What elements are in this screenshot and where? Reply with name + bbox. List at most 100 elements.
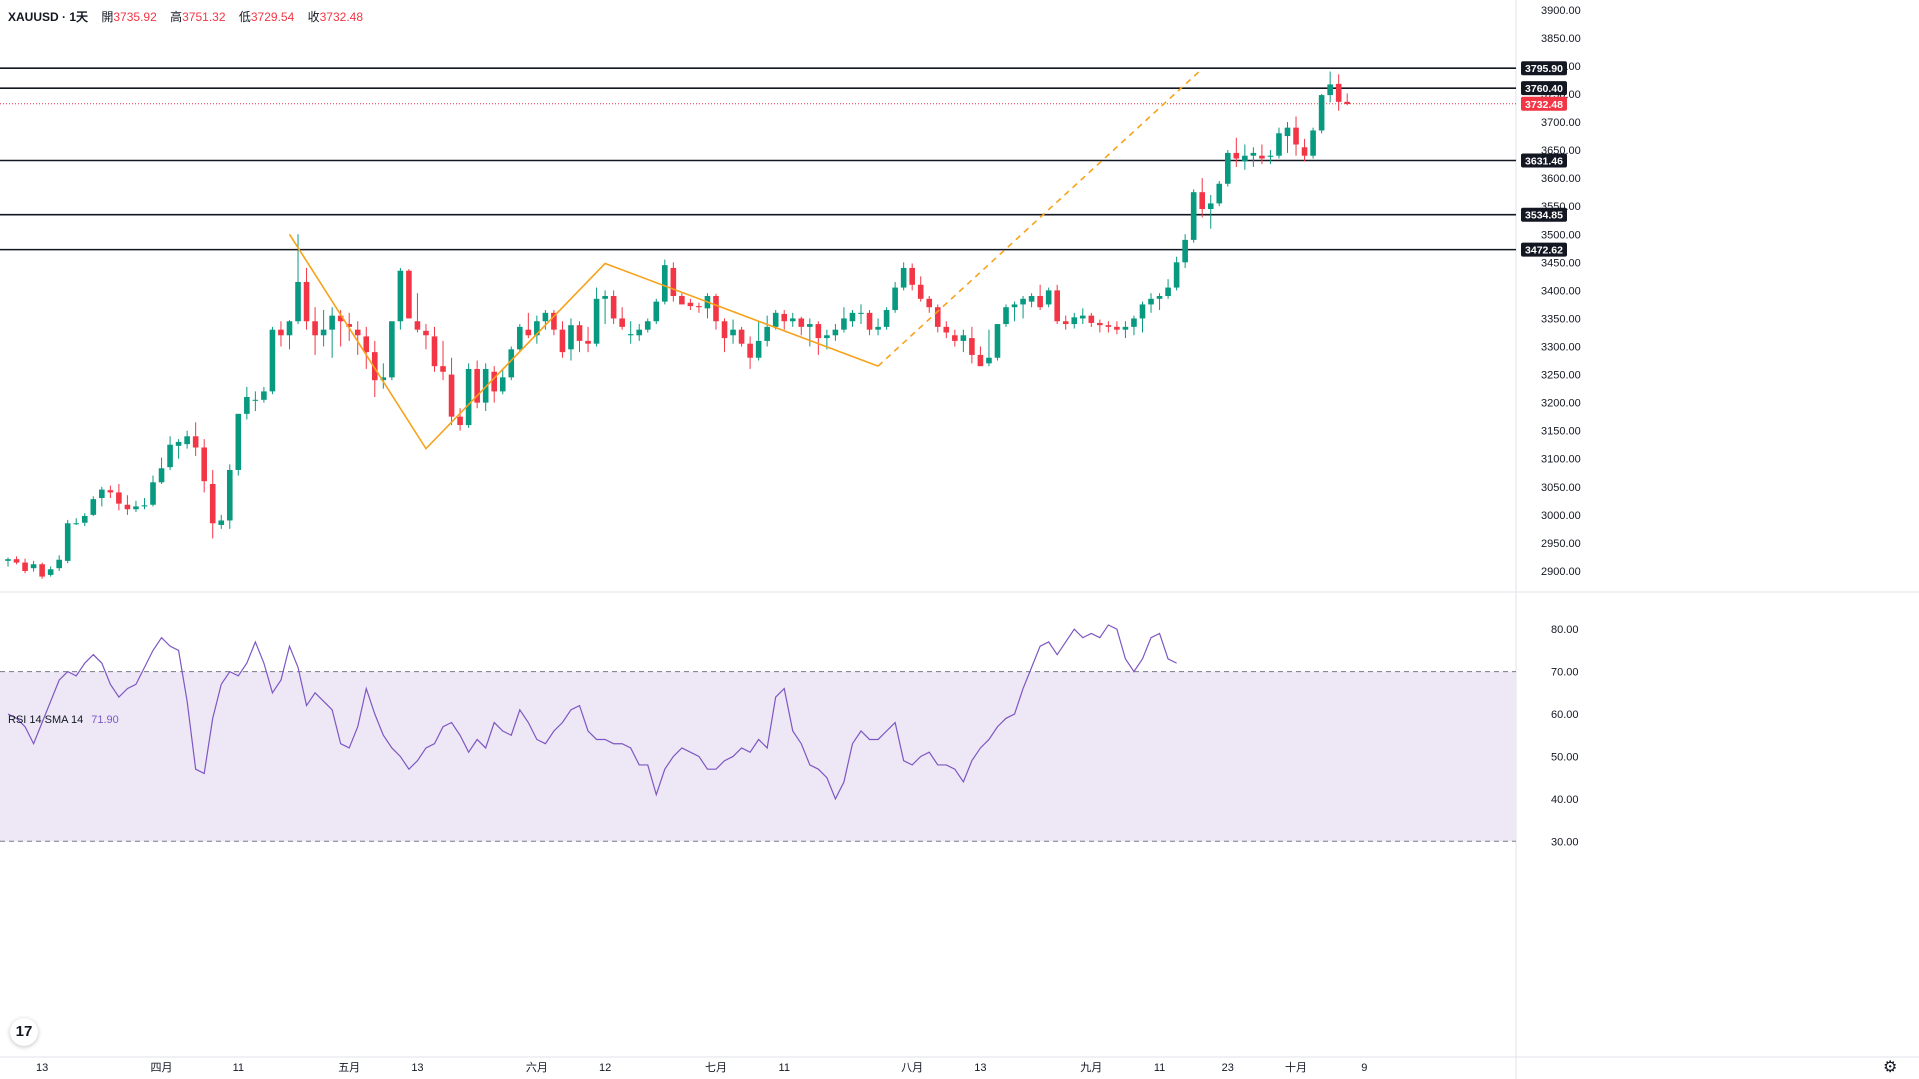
candle-body — [815, 324, 822, 339]
candle-body — [457, 416, 463, 426]
candle — [235, 413, 242, 476]
candle — [312, 307, 318, 355]
pattern-lines[interactable] — [288, 68, 1203, 450]
candle — [354, 321, 361, 355]
rsi-label[interactable]: RSI 14 SMA 14 — [8, 714, 84, 726]
candle-body — [192, 436, 199, 448]
symbol-title[interactable]: XAUUSD · 1天 — [8, 10, 89, 24]
price-tick-label: 3400.00 — [1541, 285, 1581, 297]
candle-body — [721, 321, 728, 339]
candle — [1028, 293, 1035, 308]
candle — [244, 386, 250, 420]
symbol-header: XAUUSD · 1天 開3735.92 高3751.32 低3729.54 收… — [8, 8, 363, 25]
time-label: 11 — [1154, 1062, 1165, 1074]
candle-body — [448, 374, 455, 417]
candle-body — [278, 329, 284, 336]
candle — [900, 262, 907, 291]
candle — [602, 290, 608, 325]
time-label: 八月 — [901, 1062, 923, 1074]
candle-body — [1276, 133, 1282, 156]
candle-body — [644, 321, 651, 330]
rsi-tick-label: 30.00 — [1551, 836, 1579, 848]
candle — [1088, 312, 1095, 327]
candle — [73, 518, 80, 525]
level-price-tag: 3631.46 — [1521, 153, 1567, 168]
candle — [124, 495, 131, 515]
candle — [730, 319, 736, 344]
horizontal-levels[interactable] — [0, 67, 1516, 251]
candle-body — [346, 324, 352, 327]
candle — [542, 310, 549, 330]
time-label: 12 — [599, 1062, 611, 1074]
candle-body — [150, 482, 156, 505]
candle — [841, 307, 847, 333]
candle-body — [807, 324, 813, 327]
price-tick-label: 2950.00 — [1541, 538, 1581, 550]
candle — [576, 321, 583, 353]
candle-body — [167, 444, 173, 468]
candle — [99, 486, 105, 507]
candle-body — [909, 267, 915, 285]
candle — [363, 326, 370, 369]
candle-body — [491, 371, 498, 392]
candle — [1284, 122, 1291, 153]
candle — [1131, 315, 1137, 336]
candle — [209, 469, 216, 539]
candle — [13, 556, 20, 565]
candle — [1301, 138, 1308, 162]
candle — [1165, 279, 1171, 299]
candle-body — [593, 298, 600, 344]
candle-body — [542, 312, 549, 322]
candle — [261, 386, 267, 403]
price-tick-label: 3850.00 — [1541, 33, 1581, 45]
candle-body — [525, 329, 532, 336]
time-label: 23 — [1222, 1062, 1234, 1074]
candle-body — [934, 307, 941, 327]
candle-body — [1344, 101, 1351, 105]
candle-body — [926, 298, 933, 308]
candle — [644, 318, 651, 333]
candle-body — [610, 296, 617, 319]
candle — [764, 315, 770, 347]
candle-body — [1182, 239, 1188, 263]
candle-body — [517, 326, 523, 350]
high-value: 3751.32 — [182, 10, 226, 24]
candle — [559, 321, 566, 358]
price-tick-label: 3100.00 — [1541, 454, 1581, 466]
candle-body — [354, 329, 361, 336]
candle — [329, 307, 335, 358]
level-price-tag-text: 3631.46 — [1525, 156, 1563, 168]
candle-body — [952, 335, 958, 341]
level-price-tag-bg — [1521, 207, 1567, 222]
candle-body — [1335, 83, 1342, 102]
rsi-axis: 30.00 40.00 50.00 60.00 70.00 80.00 — [1551, 624, 1579, 848]
candle — [926, 296, 933, 313]
tradingview-logo-icon[interactable]: 17 — [10, 1018, 38, 1046]
candle-body — [1250, 152, 1257, 156]
candle-body — [738, 329, 745, 344]
candle-body — [1293, 127, 1299, 145]
candle — [1105, 321, 1112, 333]
candle-body — [295, 281, 301, 322]
candle — [1020, 296, 1026, 319]
candle-body — [1301, 147, 1308, 156]
candle — [977, 346, 984, 367]
candle-body — [133, 506, 139, 510]
candle-body — [1028, 296, 1035, 302]
level-price-tag-bg — [1521, 153, 1567, 168]
candle-body — [371, 352, 378, 381]
candle — [585, 326, 591, 353]
candle-body — [713, 296, 719, 322]
candle — [64, 519, 71, 564]
last-price-tag: 3732.48 — [1521, 96, 1567, 111]
candle — [696, 302, 702, 313]
candle — [1139, 301, 1146, 333]
candle — [1173, 256, 1180, 291]
candle-body — [1199, 192, 1205, 210]
candle — [1335, 74, 1342, 111]
open-label: 開 — [101, 10, 114, 24]
candle — [397, 267, 404, 330]
time-label: 四月 — [151, 1062, 173, 1074]
gear-icon[interactable]: ⚙ — [1883, 1059, 1898, 1076]
